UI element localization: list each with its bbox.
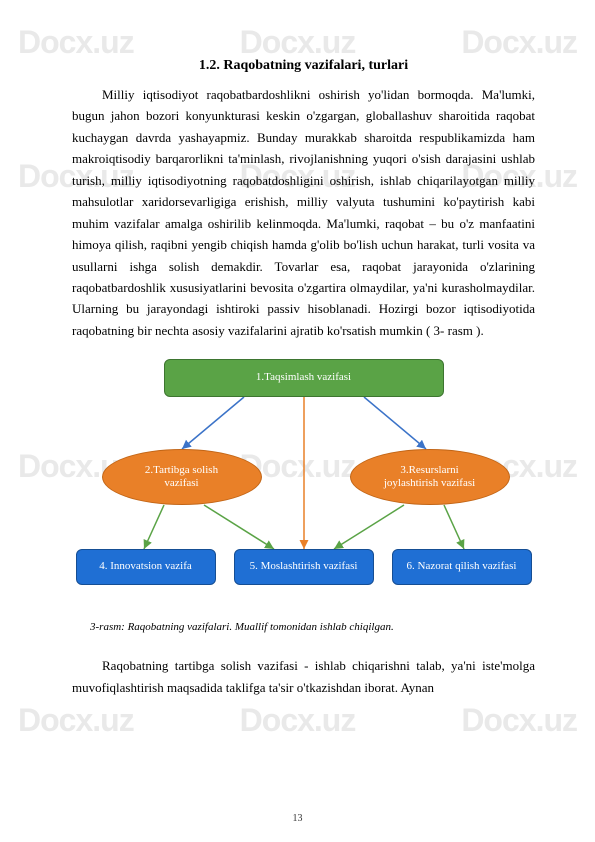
node-label: 1.Taqsimlash vazifasi [256, 371, 351, 385]
page-content: 1.2. Raqobatning vazifalari, turlari Mil… [0, 0, 595, 698]
diagram-node-ellipse-2: 3.Resurslarni joylashtirish vazifasi [350, 449, 510, 505]
diagram-node-bottom-3: 6. Nazorat qilish vazifasi [392, 549, 532, 585]
node-label: 3.Resurslarni joylashtirish vazifasi [384, 464, 475, 492]
diagram-node-top: 1.Taqsimlash vazifasi [164, 359, 444, 397]
watermark-row: Docx.uz Docx.uz Docx.uz [0, 702, 595, 739]
diagram-node-bottom-1: 4. Innovatsion vazifa [76, 549, 216, 585]
watermark-text: Docx.uz [240, 702, 356, 739]
paragraph-2: Raqobatning tartibga solish vazifasi - i… [72, 655, 535, 698]
figure-caption: 3-rasm: Raqobatning vazifalari. Muallif … [90, 621, 535, 633]
diagram-container: 1.Taqsimlash vazifasi 2.Tartibga solish … [74, 359, 534, 599]
node-label: 2.Tartibga solish vazifasi [145, 464, 218, 492]
diagram-node-ellipse-1: 2.Tartibga solish vazifasi [102, 449, 262, 505]
diagram-node-bottom-2: 5. Moslashtirish vazifasi [234, 549, 374, 585]
node-label: 5. Moslashtirish vazifasi [250, 560, 358, 574]
node-label: 4. Innovatsion vazifa [99, 560, 192, 574]
watermark-text: Docx.uz [18, 702, 134, 739]
page-number: 13 [0, 813, 595, 824]
section-title: 1.2. Raqobatning vazifalari, turlari [72, 58, 535, 74]
watermark-text: Docx.uz [461, 702, 577, 739]
paragraph-1: Milliy iqtisodiyot raqobatbardoshlikni o… [72, 84, 535, 341]
node-label: 6. Nazorat qilish vazifasi [407, 560, 517, 574]
